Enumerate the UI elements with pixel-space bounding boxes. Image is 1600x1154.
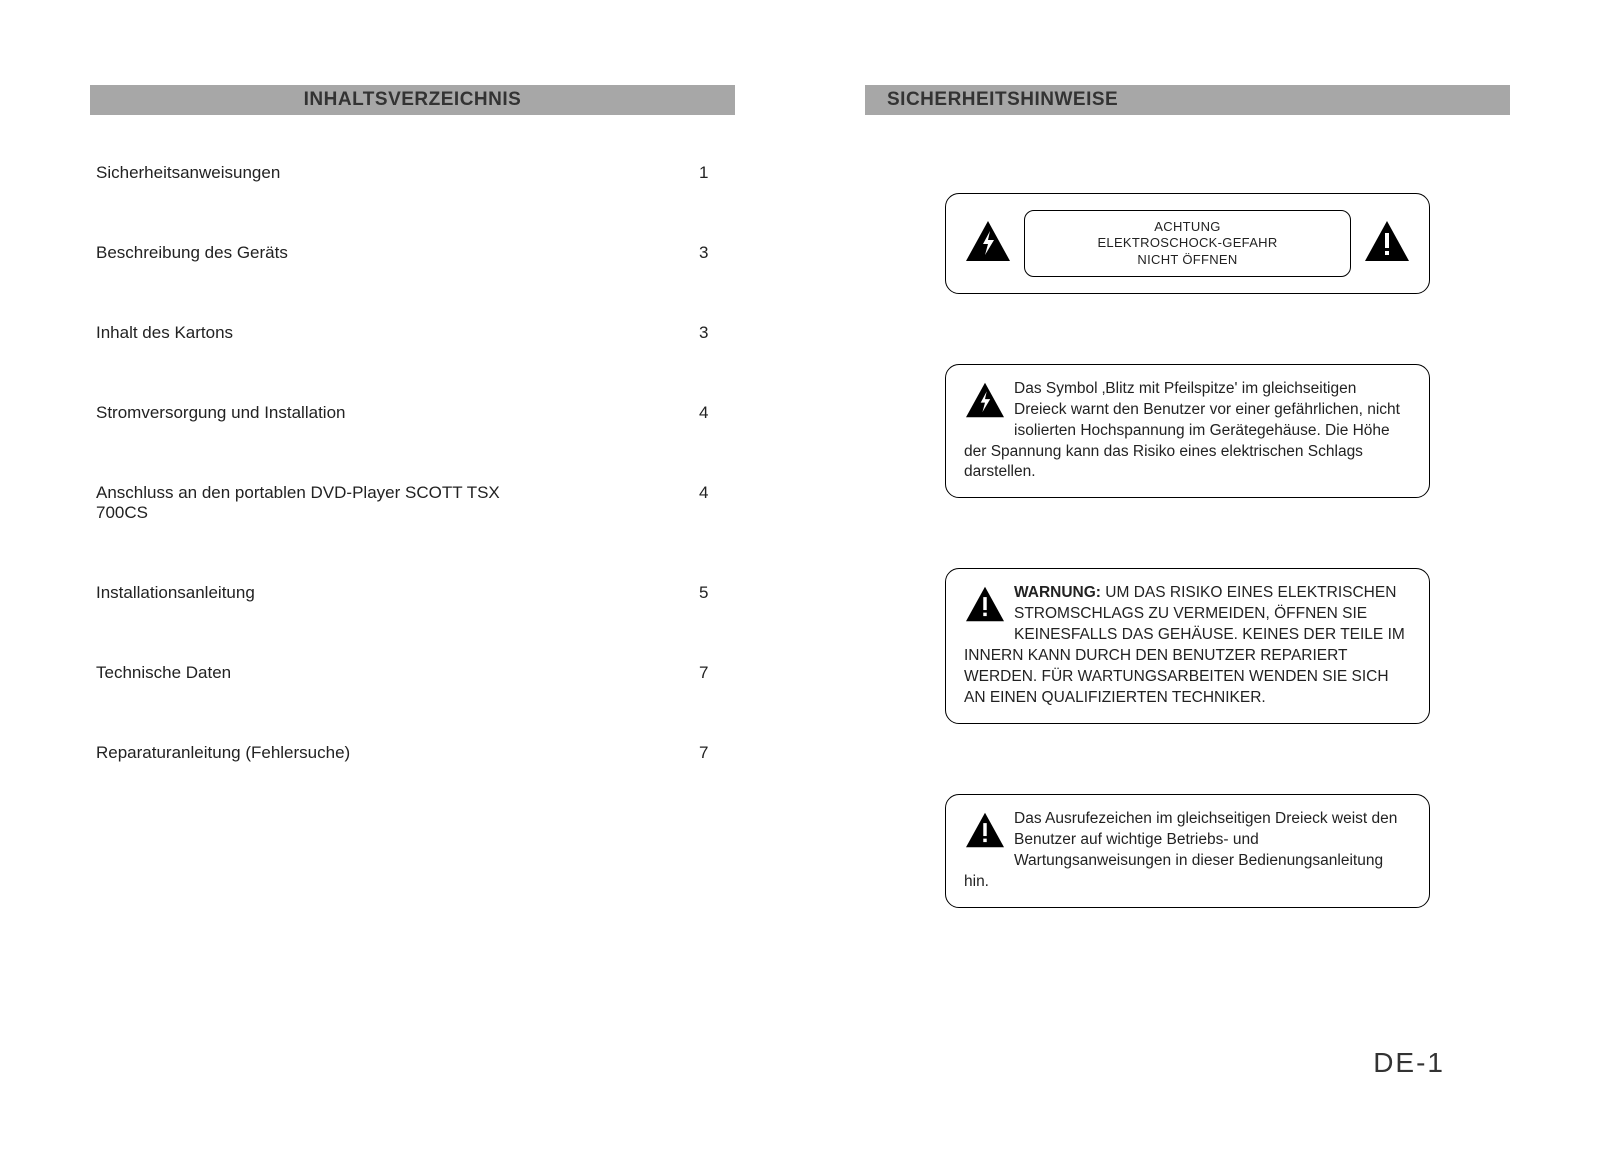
toc-label: Installationsanleitung [96, 583, 255, 603]
lightning-triangle-icon [964, 381, 1006, 426]
safety-header-bar: SICHERHEITSHINWEISE [865, 85, 1510, 115]
toc-page: 3 [699, 243, 729, 263]
toc-row: Anschluss an den portablen DVD-Player SC… [96, 483, 729, 523]
safety-header: SICHERHEITSHINWEISE [887, 89, 1118, 111]
toc-row: Stromversorgung und Installation 4 [96, 403, 729, 423]
toc-page: 5 [699, 583, 729, 603]
toc-label: Technische Daten [96, 663, 231, 683]
attention-box: ACHTUNG ELEKTROSCHOCK-GEFAHR NICHT ÖFFNE… [945, 193, 1430, 294]
exclamation-triangle-icon [964, 585, 1006, 630]
exclamation-triangle-icon [964, 811, 1006, 856]
toc-row: Installationsanleitung 5 [96, 583, 729, 603]
toc-label: Anschluss an den portablen DVD-Player SC… [96, 483, 556, 523]
exclaim-explain-text: Das Ausrufezeichen im gleichseitigen Dre… [964, 809, 1411, 893]
bolt-explain-box: Das Symbol ‚Blitz mit Pfeilspitze' im gl… [945, 364, 1430, 499]
toc-label: Reparaturanleitung (Fehlersuche) [96, 743, 350, 763]
attention-line2: ELEKTROSCHOCK-GEFAHR [1039, 235, 1336, 251]
warning-title: WARNUNG: [1014, 584, 1101, 601]
toc-row: Sicherheitsanweisungen 1 [96, 163, 729, 183]
toc-label: Inhalt des Kartons [96, 323, 233, 343]
exclamation-triangle-icon [1363, 219, 1411, 268]
attention-line3: NICHT ÖFFNEN [1039, 252, 1336, 268]
warning-text: WARNUNG: UM DAS RISIKO EINES ELEKTRISCHE… [964, 583, 1411, 709]
toc-page: 4 [699, 403, 729, 423]
toc-page: 3 [699, 323, 729, 343]
exclaim-explain-box: Das Ausrufezeichen im gleichseitigen Dre… [945, 794, 1430, 908]
toc-page: 7 [699, 663, 729, 683]
toc-page: 1 [699, 163, 729, 183]
toc-page: 7 [699, 743, 729, 763]
page-number: DE-1 [1373, 1047, 1445, 1079]
toc-row: Inhalt des Kartons 3 [96, 323, 729, 343]
toc-row: Reparaturanleitung (Fehlersuche) 7 [96, 743, 729, 763]
toc-row: Technische Daten 7 [96, 663, 729, 683]
toc-label: Stromversorgung und Installation [96, 403, 345, 423]
toc-row: Beschreibung des Geräts 3 [96, 243, 729, 263]
attention-inner-box: ACHTUNG ELEKTROSCHOCK-GEFAHR NICHT ÖFFNE… [1024, 210, 1351, 277]
warning-box: WARNUNG: UM DAS RISIKO EINES ELEKTRISCHE… [945, 568, 1430, 724]
attention-line1: ACHTUNG [1039, 219, 1336, 235]
toc-header-bar: INHALTSVERZEICHNIS [90, 85, 735, 115]
lightning-triangle-icon [964, 219, 1012, 268]
toc-list: Sicherheitsanweisungen 1 Beschreibung des … [90, 163, 735, 763]
toc-column: INHALTSVERZEICHNIS Sicherheitsanweisunge… [90, 85, 735, 978]
toc-page: 4 [699, 483, 729, 523]
toc-label: Beschreibung des Geräts [96, 243, 288, 263]
toc-label: Sicherheitsanweisungen [96, 163, 280, 183]
toc-header: INHALTSVERZEICHNIS [304, 89, 522, 111]
bolt-explain-text: Das Symbol ‚Blitz mit Pfeilspitze' im gl… [964, 379, 1411, 484]
warning-body: UM DAS RISIKO EINES ELEKTRISCHEN STROMSC… [964, 584, 1405, 706]
safety-column: SICHERHEITSHINWEISE ACHTUNG ELEKTROSCHOC… [865, 85, 1510, 978]
